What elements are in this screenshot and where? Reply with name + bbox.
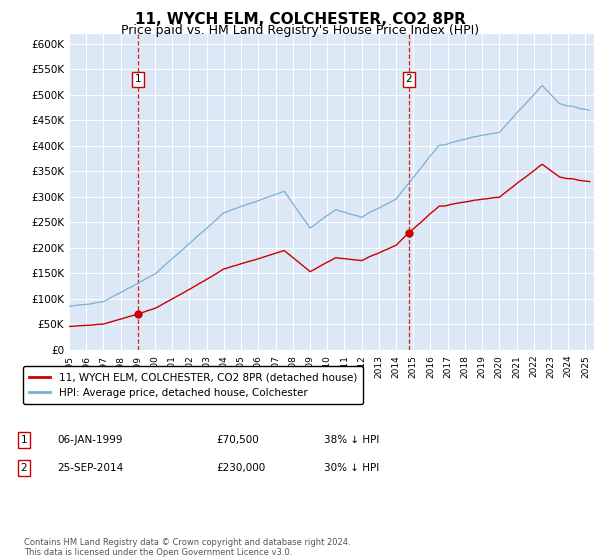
Text: 25-SEP-2014: 25-SEP-2014 xyxy=(57,463,123,473)
Text: 38% ↓ HPI: 38% ↓ HPI xyxy=(324,435,379,445)
Legend: 11, WYCH ELM, COLCHESTER, CO2 8PR (detached house), HPI: Average price, detached: 11, WYCH ELM, COLCHESTER, CO2 8PR (detac… xyxy=(23,366,363,404)
Text: £70,500: £70,500 xyxy=(216,435,259,445)
Text: 06-JAN-1999: 06-JAN-1999 xyxy=(57,435,122,445)
Text: Contains HM Land Registry data © Crown copyright and database right 2024.
This d: Contains HM Land Registry data © Crown c… xyxy=(24,538,350,557)
Text: Price paid vs. HM Land Registry's House Price Index (HPI): Price paid vs. HM Land Registry's House … xyxy=(121,24,479,37)
Text: 2: 2 xyxy=(406,74,412,85)
Text: 1: 1 xyxy=(20,435,28,445)
Text: 2: 2 xyxy=(20,463,28,473)
Text: 1: 1 xyxy=(135,74,142,85)
Text: £230,000: £230,000 xyxy=(216,463,265,473)
Text: 11, WYCH ELM, COLCHESTER, CO2 8PR: 11, WYCH ELM, COLCHESTER, CO2 8PR xyxy=(134,12,466,27)
Text: 30% ↓ HPI: 30% ↓ HPI xyxy=(324,463,379,473)
